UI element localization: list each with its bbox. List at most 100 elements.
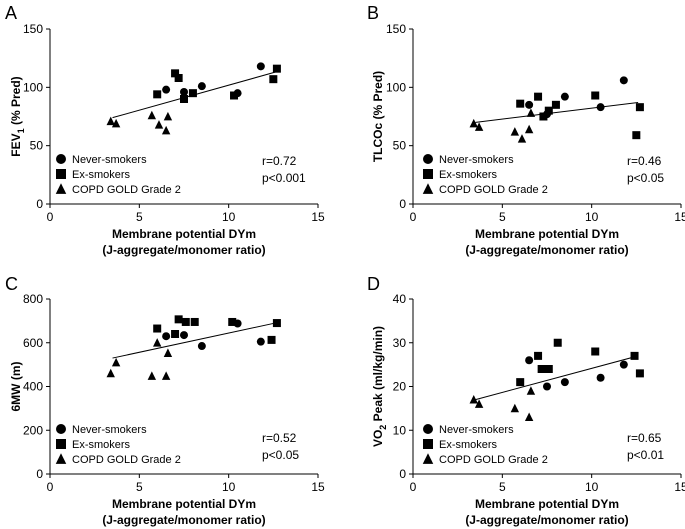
y-tick-label: 100 — [23, 80, 43, 94]
y-axis-title: 6MW (m) — [9, 362, 23, 412]
legend-marker-triangle — [55, 453, 67, 464]
data-point-square — [181, 317, 190, 326]
data-point-square — [544, 365, 553, 373]
x-tick-label: 5 — [499, 480, 506, 494]
y-tick-label: 100 — [386, 80, 406, 94]
data-point-square — [516, 99, 525, 108]
data-point-triangle — [517, 134, 527, 143]
data-point-circle — [619, 360, 628, 369]
x-tick-label: 10 — [222, 480, 236, 494]
data-point-square — [228, 317, 237, 326]
data-point-triangle — [111, 357, 121, 367]
x-tick-label: 10 — [222, 210, 236, 224]
legend-marker-triangle — [55, 183, 67, 194]
data-point-square — [269, 75, 278, 84]
data-point-triangle — [510, 403, 520, 413]
y-axis-title-main: FEV — [9, 133, 23, 156]
y-tick-label: 150 — [23, 22, 43, 36]
data-point-circle — [180, 88, 188, 96]
y-tick-label: 0 — [36, 197, 43, 211]
legend-label: Never-smokers — [72, 154, 147, 166]
panel-letter: C — [5, 274, 18, 294]
x-tick-label: 15 — [311, 480, 325, 494]
y-axis-title-subscript: 1 — [16, 128, 26, 133]
data-point-triangle — [469, 118, 478, 128]
legend-marker-square — [423, 169, 433, 179]
stat-r: r=0.65 — [627, 431, 662, 445]
regression-line — [475, 355, 639, 401]
legend-label: Never-smokers — [72, 424, 147, 436]
data-point-square — [153, 324, 162, 333]
data-point-square — [516, 378, 525, 387]
legend-label: Ex-smokers — [439, 439, 498, 451]
legend-marker-triangle — [422, 183, 434, 194]
data-point-square — [171, 69, 180, 78]
legend-marker-square — [423, 439, 433, 449]
y-axis-title: FEV1 (% Pred) — [9, 76, 26, 156]
data-point-square — [230, 91, 239, 100]
data-point-square — [190, 317, 199, 326]
data-point-triangle — [147, 371, 157, 380]
data-point-triangle — [106, 368, 115, 378]
x-axis-subtitle: (J-aggregate/monomer ratio) — [102, 513, 265, 527]
legend-marker-square — [56, 169, 66, 179]
x-tick-label: 10 — [585, 210, 599, 224]
data-point-square — [553, 338, 562, 347]
stat-p: p<0.05 — [627, 171, 664, 185]
data-point-square — [591, 347, 600, 356]
x-tick-label: 0 — [47, 210, 54, 224]
panel-d: D 0 5 10 15 0 10 20 30 40 Membrane potential DYm (J… — [367, 274, 685, 527]
data-point-square — [171, 330, 180, 338]
legend-label: Ex-smokers — [72, 169, 131, 181]
data-point-square — [537, 365, 546, 373]
x-axis-subtitle: (J-aggregate/monomer ratio) — [465, 513, 628, 527]
data-point-circle — [596, 373, 605, 382]
y-tick-label: 30 — [393, 336, 407, 350]
y-tick-label: 600 — [23, 336, 43, 350]
regression-line — [475, 102, 639, 123]
data-point-square — [267, 335, 276, 344]
y-tick-label: 200 — [23, 423, 43, 437]
data-point-triangle — [474, 122, 484, 131]
data-point-circle — [162, 85, 171, 94]
data-point-triangle — [161, 371, 171, 380]
data-point-circle — [162, 332, 171, 341]
x-tick-label: 5 — [499, 210, 506, 224]
x-axis-subtitle: (J-aggregate/monomer ratio) — [465, 243, 628, 257]
y-tick-label: 50 — [393, 139, 407, 153]
data-point-square — [635, 103, 644, 112]
data-point-square — [635, 369, 644, 378]
y-tick-label: 40 — [393, 292, 407, 306]
x-tick-label: 5 — [136, 210, 143, 224]
data-point-square — [153, 90, 162, 99]
x-axis-title: Membrane potential DYm — [475, 497, 619, 511]
legend-label: COPD GOLD Grade 2 — [439, 454, 548, 466]
data-point-square — [174, 74, 183, 82]
data-point-circle — [596, 103, 605, 112]
y-axis-title-main: VO — [371, 430, 385, 447]
y-tick-label: 10 — [393, 423, 407, 437]
stat-r: r=0.52 — [262, 431, 297, 445]
y-axis-title-suffix: (% Pred) — [9, 76, 23, 128]
regression-line — [112, 322, 276, 359]
x-tick-label: 0 — [47, 480, 54, 494]
data-point-triangle — [474, 399, 484, 408]
legend-label: Never-smokers — [439, 424, 514, 436]
data-point-triangle — [161, 125, 171, 135]
data-point-circle — [525, 356, 534, 365]
x-tick-label: 15 — [311, 210, 325, 224]
y-axis-title-subscript: 2 — [378, 425, 388, 430]
legend-marker-circle — [423, 154, 433, 164]
data-point-triangle — [163, 348, 173, 357]
data-point-square — [630, 351, 639, 360]
y-tick-label: 400 — [23, 380, 43, 394]
data-point-triangle — [106, 116, 115, 126]
y-tick-label: 0 — [399, 467, 406, 481]
legend-label: COPD GOLD Grade 2 — [72, 454, 181, 466]
data-point-square — [551, 100, 560, 109]
legend-label: Ex-smokers — [439, 169, 498, 181]
data-point-triangle — [153, 338, 162, 347]
x-axis-title: Membrane potential DYm — [112, 227, 256, 241]
